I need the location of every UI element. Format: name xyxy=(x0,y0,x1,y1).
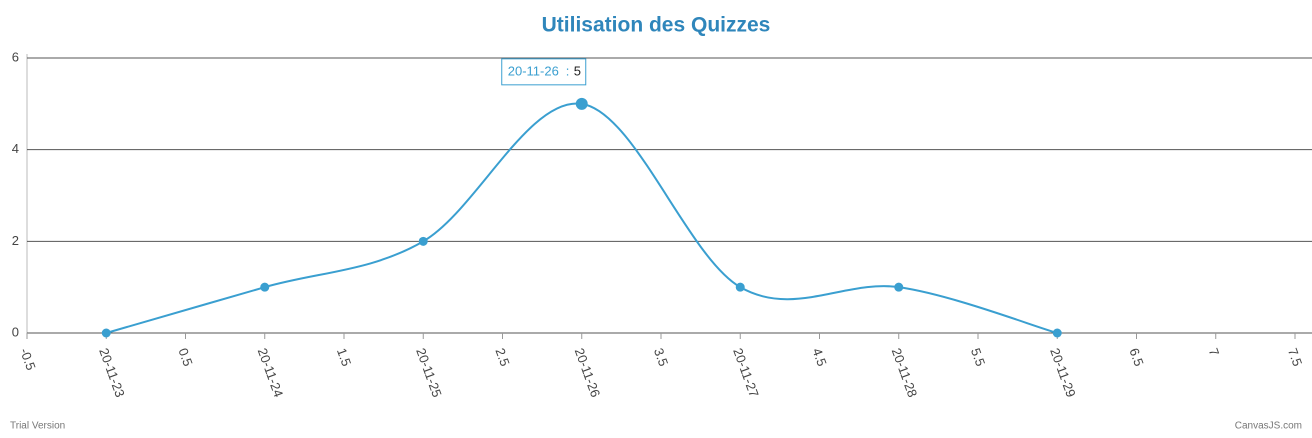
x-tick-label: 5.5 xyxy=(968,346,988,368)
marker xyxy=(894,282,904,292)
marker xyxy=(575,97,588,110)
watermark-left: Trial Version xyxy=(10,421,65,432)
x-tick-label: 4.5 xyxy=(809,346,829,368)
marker xyxy=(418,236,428,246)
x-tick-label: 0.5 xyxy=(175,346,195,368)
x-tick-label: 7.5 xyxy=(1285,346,1305,368)
watermark-right: CanvasJS.com xyxy=(1235,421,1302,432)
x-tick-label: 20-11-26 xyxy=(572,346,604,399)
x-tick-label: 2.5 xyxy=(492,346,512,368)
x-tick-label: -0.5 xyxy=(17,346,39,372)
x-tick-label: 20-11-27 xyxy=(730,346,762,399)
line xyxy=(105,102,1058,334)
y-tick-label: 2 xyxy=(12,233,19,248)
y-tick-label: 6 xyxy=(12,49,19,64)
tooltip-value: 5 xyxy=(574,63,581,78)
chart-title: Utilisation des Quizzes xyxy=(542,14,771,37)
tooltip-colon: : xyxy=(566,63,570,78)
x-tick-label: 20-11-25 xyxy=(413,346,445,399)
x-tick-label: 20-11-23 xyxy=(96,346,128,399)
marker xyxy=(1052,328,1062,338)
y-tick-label: 4 xyxy=(12,141,19,156)
tooltip-label: 20-11-26 xyxy=(508,63,559,78)
tooltip-box xyxy=(501,58,587,86)
x-tick-label: 1.5 xyxy=(334,346,354,368)
marker xyxy=(101,328,111,338)
marker xyxy=(735,282,745,292)
y-tick-label: 0 xyxy=(12,324,19,339)
x-tick-label: 20-11-24 xyxy=(255,346,287,399)
marker xyxy=(260,282,270,292)
x-tick-label: 20-11-29 xyxy=(1047,346,1079,399)
x-tick-label: 6.5 xyxy=(1126,346,1146,368)
x-tick-label: 7 xyxy=(1206,346,1223,358)
x-tick-label: 3.5 xyxy=(651,346,671,368)
x-tick-label: 20-11-28 xyxy=(889,346,921,399)
tooltip: 20-11-26:5 xyxy=(501,58,587,86)
